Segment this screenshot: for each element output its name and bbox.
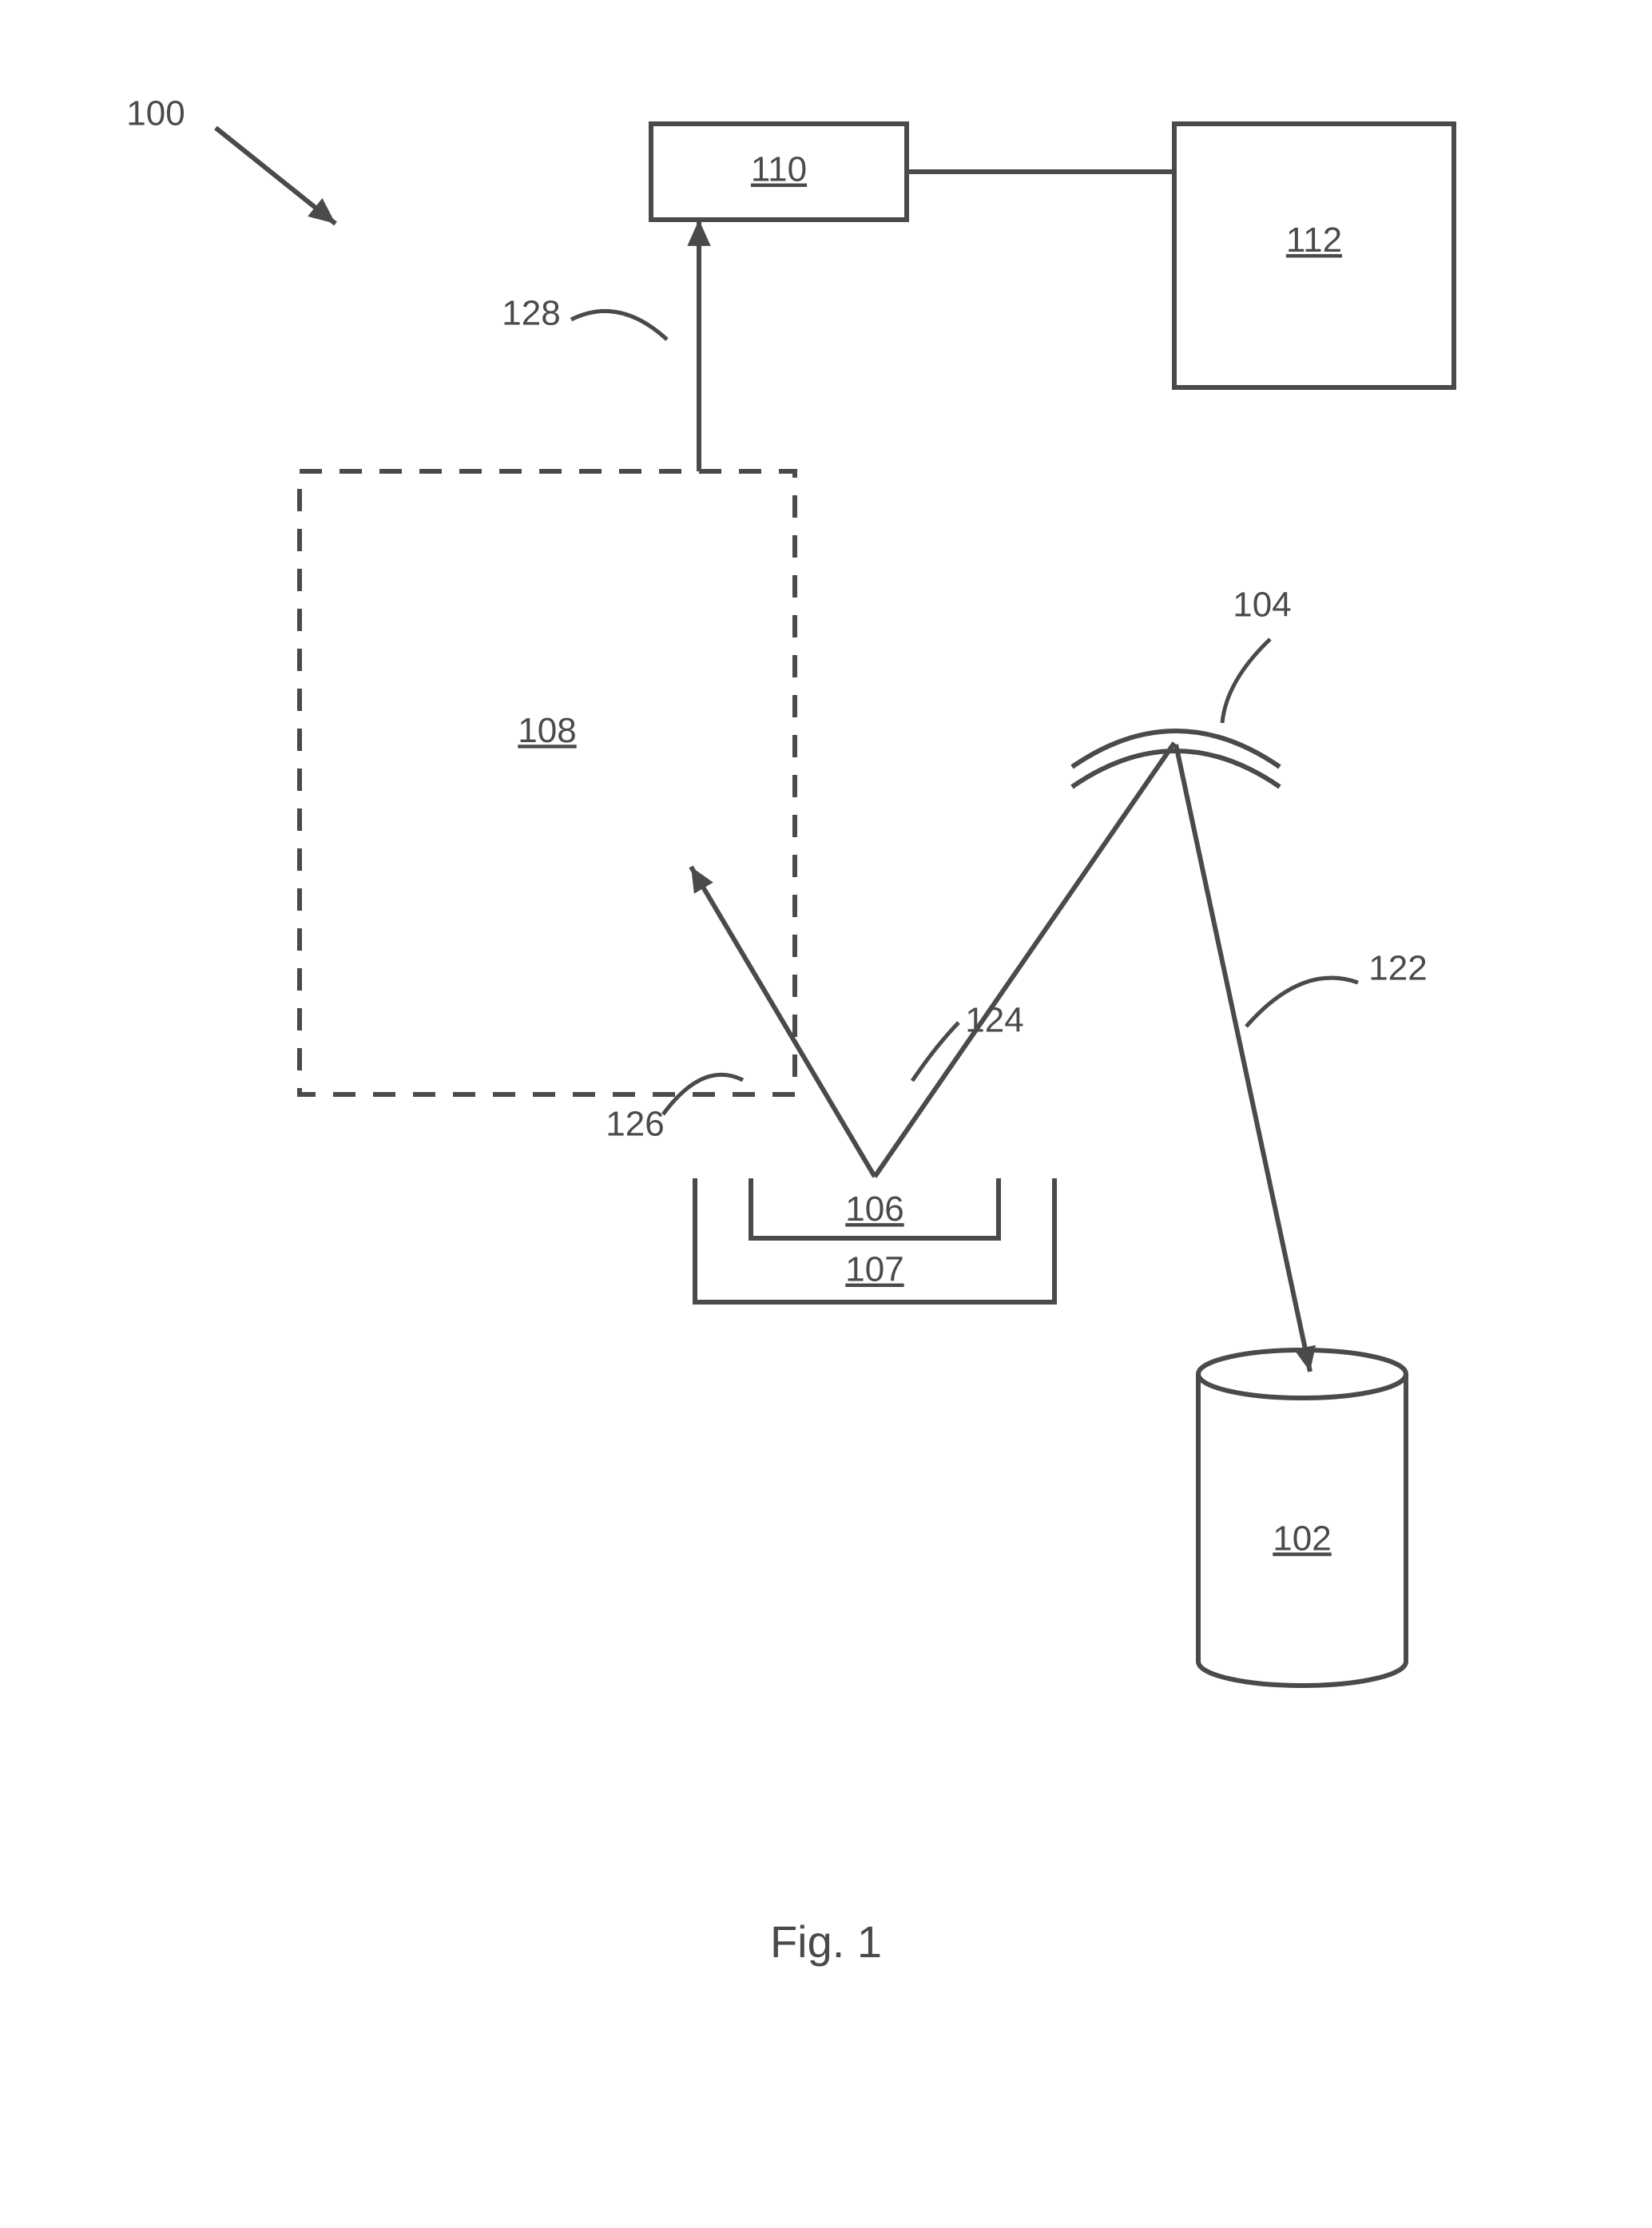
figure-caption: Fig. 1	[770, 1916, 882, 1967]
label-104: 104	[1233, 586, 1291, 625]
label-124: 124	[965, 1001, 1023, 1040]
leader-128	[571, 311, 667, 340]
label-102: 102	[1273, 1519, 1331, 1558]
label-122: 122	[1368, 949, 1427, 988]
label-108: 108	[518, 711, 576, 750]
label-100: 100	[126, 94, 185, 133]
label-107: 107	[845, 1250, 903, 1289]
ray-124	[875, 743, 1174, 1177]
label-126: 126	[606, 1105, 664, 1144]
leader-104	[1222, 639, 1270, 723]
label-110: 110	[751, 150, 807, 189]
ray-126	[691, 867, 875, 1177]
leader-124	[912, 1023, 959, 1081]
ray-122	[1176, 745, 1310, 1372]
arrowhead	[687, 220, 710, 246]
label-112: 112	[1286, 220, 1342, 260]
box-108-dashed	[300, 471, 795, 1094]
label-128: 128	[502, 294, 560, 333]
leader-122	[1246, 978, 1358, 1027]
lens-104-bottom	[1072, 751, 1280, 787]
label-106: 106	[845, 1189, 903, 1229]
cylinder-102-bottom	[1198, 1662, 1406, 1686]
